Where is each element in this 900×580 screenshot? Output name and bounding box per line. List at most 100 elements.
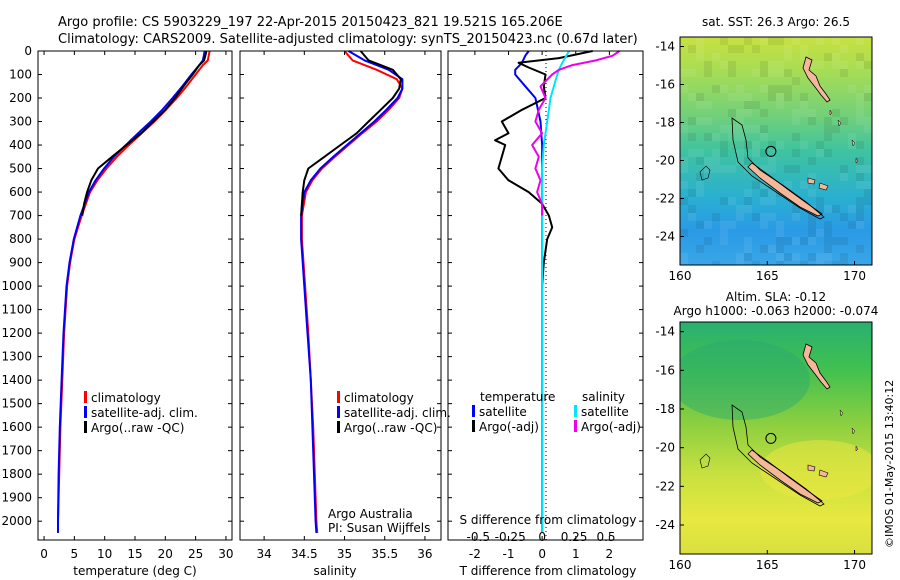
sst-pixel [808, 229, 816, 237]
sst-pixel [736, 205, 744, 213]
sst-pixel [800, 53, 808, 61]
sst-pixel [864, 61, 872, 69]
temperature-ytick-label: 1200 [1, 326, 32, 340]
temperature-series-blue [57, 50, 206, 533]
sla-map-ytick-label: -22 [655, 479, 675, 493]
islet-2 [837, 119, 842, 127]
sst-pixel [784, 93, 792, 101]
temperature-ytick-label: 1300 [1, 350, 32, 364]
sst-pixel [736, 149, 744, 157]
difference-x2tick-label: 0.5 [596, 530, 615, 544]
difference-series-magenta [531, 50, 621, 216]
sst-pixel [712, 165, 720, 173]
sst-pixel [832, 53, 840, 61]
sst-pixel [744, 101, 752, 109]
sla-map-ytick-label: -20 [655, 441, 675, 455]
sst-pixel [680, 261, 688, 265]
temperature-ytick-label: 700 [9, 209, 32, 223]
difference-series-cyan [541, 50, 570, 533]
sst-pixel [784, 45, 792, 53]
sst-pixel [816, 141, 824, 149]
difference-xtick-label: 1 [572, 547, 580, 561]
sst-pixel [832, 261, 840, 265]
sst-pixel [808, 117, 816, 125]
sst-pixel [856, 141, 864, 149]
temperature-axis-label: temperature (deg C) [73, 564, 196, 578]
sst-pixel [792, 165, 800, 173]
sst-pixel [752, 213, 760, 221]
salinity-xtick-label: 36 [417, 547, 432, 561]
sst-pixel [856, 101, 864, 109]
sst-pixel [776, 221, 784, 229]
sst-pixel [840, 165, 848, 173]
sst-pixel [856, 173, 864, 181]
sst-pixel [864, 93, 872, 101]
difference-xtick-label: -1 [503, 547, 515, 561]
sst-pixel [792, 109, 800, 117]
sst-pixel [760, 109, 768, 117]
sst-pixel [864, 85, 872, 93]
sst-pixel [816, 37, 824, 45]
difference-x2tick-label: -0.5 [467, 530, 490, 544]
sst-pixel [856, 37, 864, 45]
sst-pixel [856, 117, 864, 125]
sst-pixel [856, 213, 864, 221]
sst-pixel [744, 197, 752, 205]
sla-map-ytick-label: -14 [655, 325, 675, 339]
sst-pixel [696, 189, 704, 197]
sst-map: sat. SST: 26.3 Argo: 26.5 160 165 170 -14 -… [655, 15, 873, 283]
sst-pixel [704, 237, 712, 245]
header-line-2: Climatology: CARS2009. Satellite-adjuste… [58, 32, 638, 47]
sst-pixel [776, 37, 784, 45]
sst-pixel [760, 181, 768, 189]
salinity-plot-frame [239, 50, 442, 541]
sst-pixel [776, 61, 784, 69]
sst-pixel [816, 261, 824, 265]
difference-x2tick-label: -0.25 [495, 530, 526, 544]
sst-pixel [824, 221, 832, 229]
sst-pixel [784, 53, 792, 61]
legend-argo-raw-swatch [84, 421, 87, 433]
difference-xtick-label: 2 [606, 547, 614, 561]
sst-pixel [688, 149, 696, 157]
sst-map-xtick-label: 170 [843, 269, 866, 283]
sst-pixel [704, 133, 712, 141]
sst-map-frame [679, 36, 873, 266]
bathymetry-contour [731, 117, 825, 220]
sst-pixel [824, 125, 832, 133]
sst-pixel [760, 221, 768, 229]
sst-pixel [856, 157, 864, 165]
temperature-ytick-label: 1000 [1, 279, 32, 293]
sla-map-subtitle: Argo h1000: -0.063 h2000: -0.074 [674, 304, 879, 318]
sst-pixel [848, 205, 856, 213]
sst-pixel [760, 197, 768, 205]
sst-pixel [688, 133, 696, 141]
credit-text: Argo Australia [328, 507, 413, 521]
sst-pixel [864, 125, 872, 133]
sst-pixel [752, 45, 760, 53]
sst-pixel [704, 69, 712, 77]
sst-pixel [856, 109, 864, 117]
legend-argo-raw-label: Argo(..raw -QC) [91, 421, 184, 435]
sst-pixel [784, 237, 792, 245]
sst-pixel [704, 101, 712, 109]
sst-map-ytick-label: -22 [655, 192, 675, 206]
sst-pixel [824, 229, 832, 237]
sst-pixel [768, 37, 776, 45]
sst-pixel [808, 221, 816, 229]
sst-pixel [728, 61, 736, 69]
reef-contour-sla [699, 453, 711, 469]
legend-climatology-label: climatology [91, 391, 161, 405]
sst-pixel [712, 133, 720, 141]
sst-pixel [792, 253, 800, 261]
temperature-ytick-label: 1100 [1, 303, 32, 317]
sal-legend-argo-raw-label: Argo(..raw -QC) [344, 421, 437, 435]
legend-s-argo-label: Argo(-adj) [581, 420, 641, 434]
sst-pixel [752, 261, 760, 265]
sst-pixel [752, 69, 760, 77]
sst-pixel [704, 61, 712, 69]
sal-legend-satellite-adj-swatch [337, 406, 340, 418]
temperature-xtick-label: 30 [218, 547, 233, 561]
temperature-ytick-label: 1400 [1, 373, 32, 387]
sst-pixel [776, 229, 784, 237]
